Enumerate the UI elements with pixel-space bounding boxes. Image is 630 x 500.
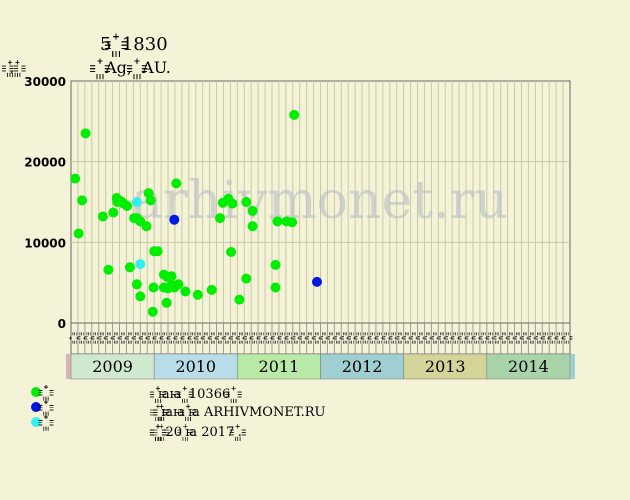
data-point bbox=[147, 306, 158, 317]
data-point bbox=[77, 195, 88, 206]
data-point bbox=[122, 201, 133, 211]
data-point bbox=[70, 173, 81, 184]
year-band-end bbox=[570, 354, 575, 379]
year-bands: 2009 2010 2011 2012 2013 2014 bbox=[66, 353, 575, 380]
data-point bbox=[103, 264, 114, 275]
notes: ꙲꙲ꙗꙗ ꙲꙲ 10366 ꙲꙲ ꙲ ꙲꙲꙲ꙗꙗ ꙲꙲ꙗ ARHIVMONET.… bbox=[149, 386, 326, 441]
year-band bbox=[237, 353, 321, 380]
year-label: 2011 bbox=[259, 357, 300, 376]
data-point bbox=[145, 195, 156, 206]
legend: ꙲꙲꙲ ꙲꙲꙲ ꙲꙲꙲ bbox=[31, 385, 54, 431]
data-points bbox=[70, 109, 322, 317]
data-point bbox=[215, 213, 225, 224]
data-point bbox=[152, 246, 163, 257]
year-label: 2009 bbox=[92, 357, 133, 376]
data-point bbox=[241, 273, 252, 284]
data-point bbox=[227, 198, 238, 209]
chart-subtitle: ꙲꙲꙲ Ag, ꙲꙲꙲ AU. bbox=[90, 58, 171, 80]
year-label: 2012 bbox=[342, 357, 383, 376]
data-point bbox=[108, 207, 119, 218]
data-point bbox=[241, 197, 252, 207]
data-point bbox=[272, 216, 283, 227]
year-band bbox=[153, 353, 238, 380]
data-point bbox=[173, 279, 184, 290]
y-axis: 0 10000 20000 30000 bbox=[24, 75, 66, 331]
data-point bbox=[169, 214, 180, 225]
data-point bbox=[247, 221, 258, 232]
data-point bbox=[166, 271, 177, 282]
data-point bbox=[226, 247, 237, 257]
data-point bbox=[312, 276, 322, 287]
legend-marker bbox=[31, 417, 41, 427]
y-axis-label: ꙲꙲, ꙲꙲ bbox=[1, 60, 27, 77]
note-line: ꙲꙲ꙗꙗ ꙲꙲ 10366 ꙲꙲ bbox=[149, 386, 243, 403]
chart-title: 5 ꙲꙲꙲ 1830 bbox=[100, 33, 168, 57]
y-tick-label: 30000 bbox=[24, 75, 66, 89]
legend-marker bbox=[31, 387, 41, 397]
data-point bbox=[192, 289, 203, 300]
year-label: 2014 bbox=[508, 357, 549, 376]
month-labels: ꙲꙲꙲꙲꙲꙲꙲꙲꙲꙲꙲꙲꙲꙲꙲꙲꙲꙲꙲꙲꙲꙲꙲꙲꙲꙲꙲꙲꙲꙲꙲꙲꙲꙲꙲꙲꙲꙲꙲꙲… bbox=[68, 322, 573, 355]
data-point bbox=[206, 284, 217, 295]
y-tick-label: 0 bbox=[58, 317, 66, 331]
data-point bbox=[234, 294, 245, 305]
data-point bbox=[135, 291, 146, 302]
note-line: ꙲ ꙲꙲꙲ꙗꙗ ꙲꙲ꙗ ARHIVMONET.RU bbox=[149, 404, 326, 421]
data-point bbox=[161, 297, 172, 308]
legend-marker bbox=[31, 402, 41, 412]
note-line: ꙲꙲꙲ ꙲ 20 ꙲ꙗ 2017 ꙲꙲. bbox=[149, 424, 247, 441]
data-point bbox=[247, 205, 258, 216]
y-tick-label: 10000 bbox=[24, 236, 66, 250]
year-label: 2013 bbox=[425, 357, 466, 376]
year-band bbox=[70, 353, 155, 380]
year-band bbox=[486, 353, 571, 380]
data-point bbox=[131, 279, 142, 290]
y-tick-label: 20000 bbox=[24, 156, 66, 170]
data-point bbox=[171, 178, 182, 189]
watermark: arhivmonet.ru bbox=[132, 171, 508, 231]
data-point bbox=[124, 262, 135, 273]
data-point bbox=[97, 211, 108, 222]
data-point bbox=[80, 128, 91, 139]
data-point bbox=[135, 259, 146, 270]
data-point bbox=[141, 221, 152, 232]
data-point bbox=[270, 282, 281, 293]
data-point bbox=[131, 197, 142, 207]
data-point bbox=[73, 228, 84, 239]
year-label: 2010 bbox=[175, 357, 216, 376]
data-point bbox=[289, 109, 300, 120]
data-point bbox=[270, 259, 281, 270]
year-band bbox=[320, 353, 404, 380]
data-point bbox=[148, 282, 159, 293]
year-band-start bbox=[66, 354, 71, 379]
data-point bbox=[180, 286, 191, 297]
data-point bbox=[287, 217, 298, 228]
year-band bbox=[403, 353, 488, 380]
